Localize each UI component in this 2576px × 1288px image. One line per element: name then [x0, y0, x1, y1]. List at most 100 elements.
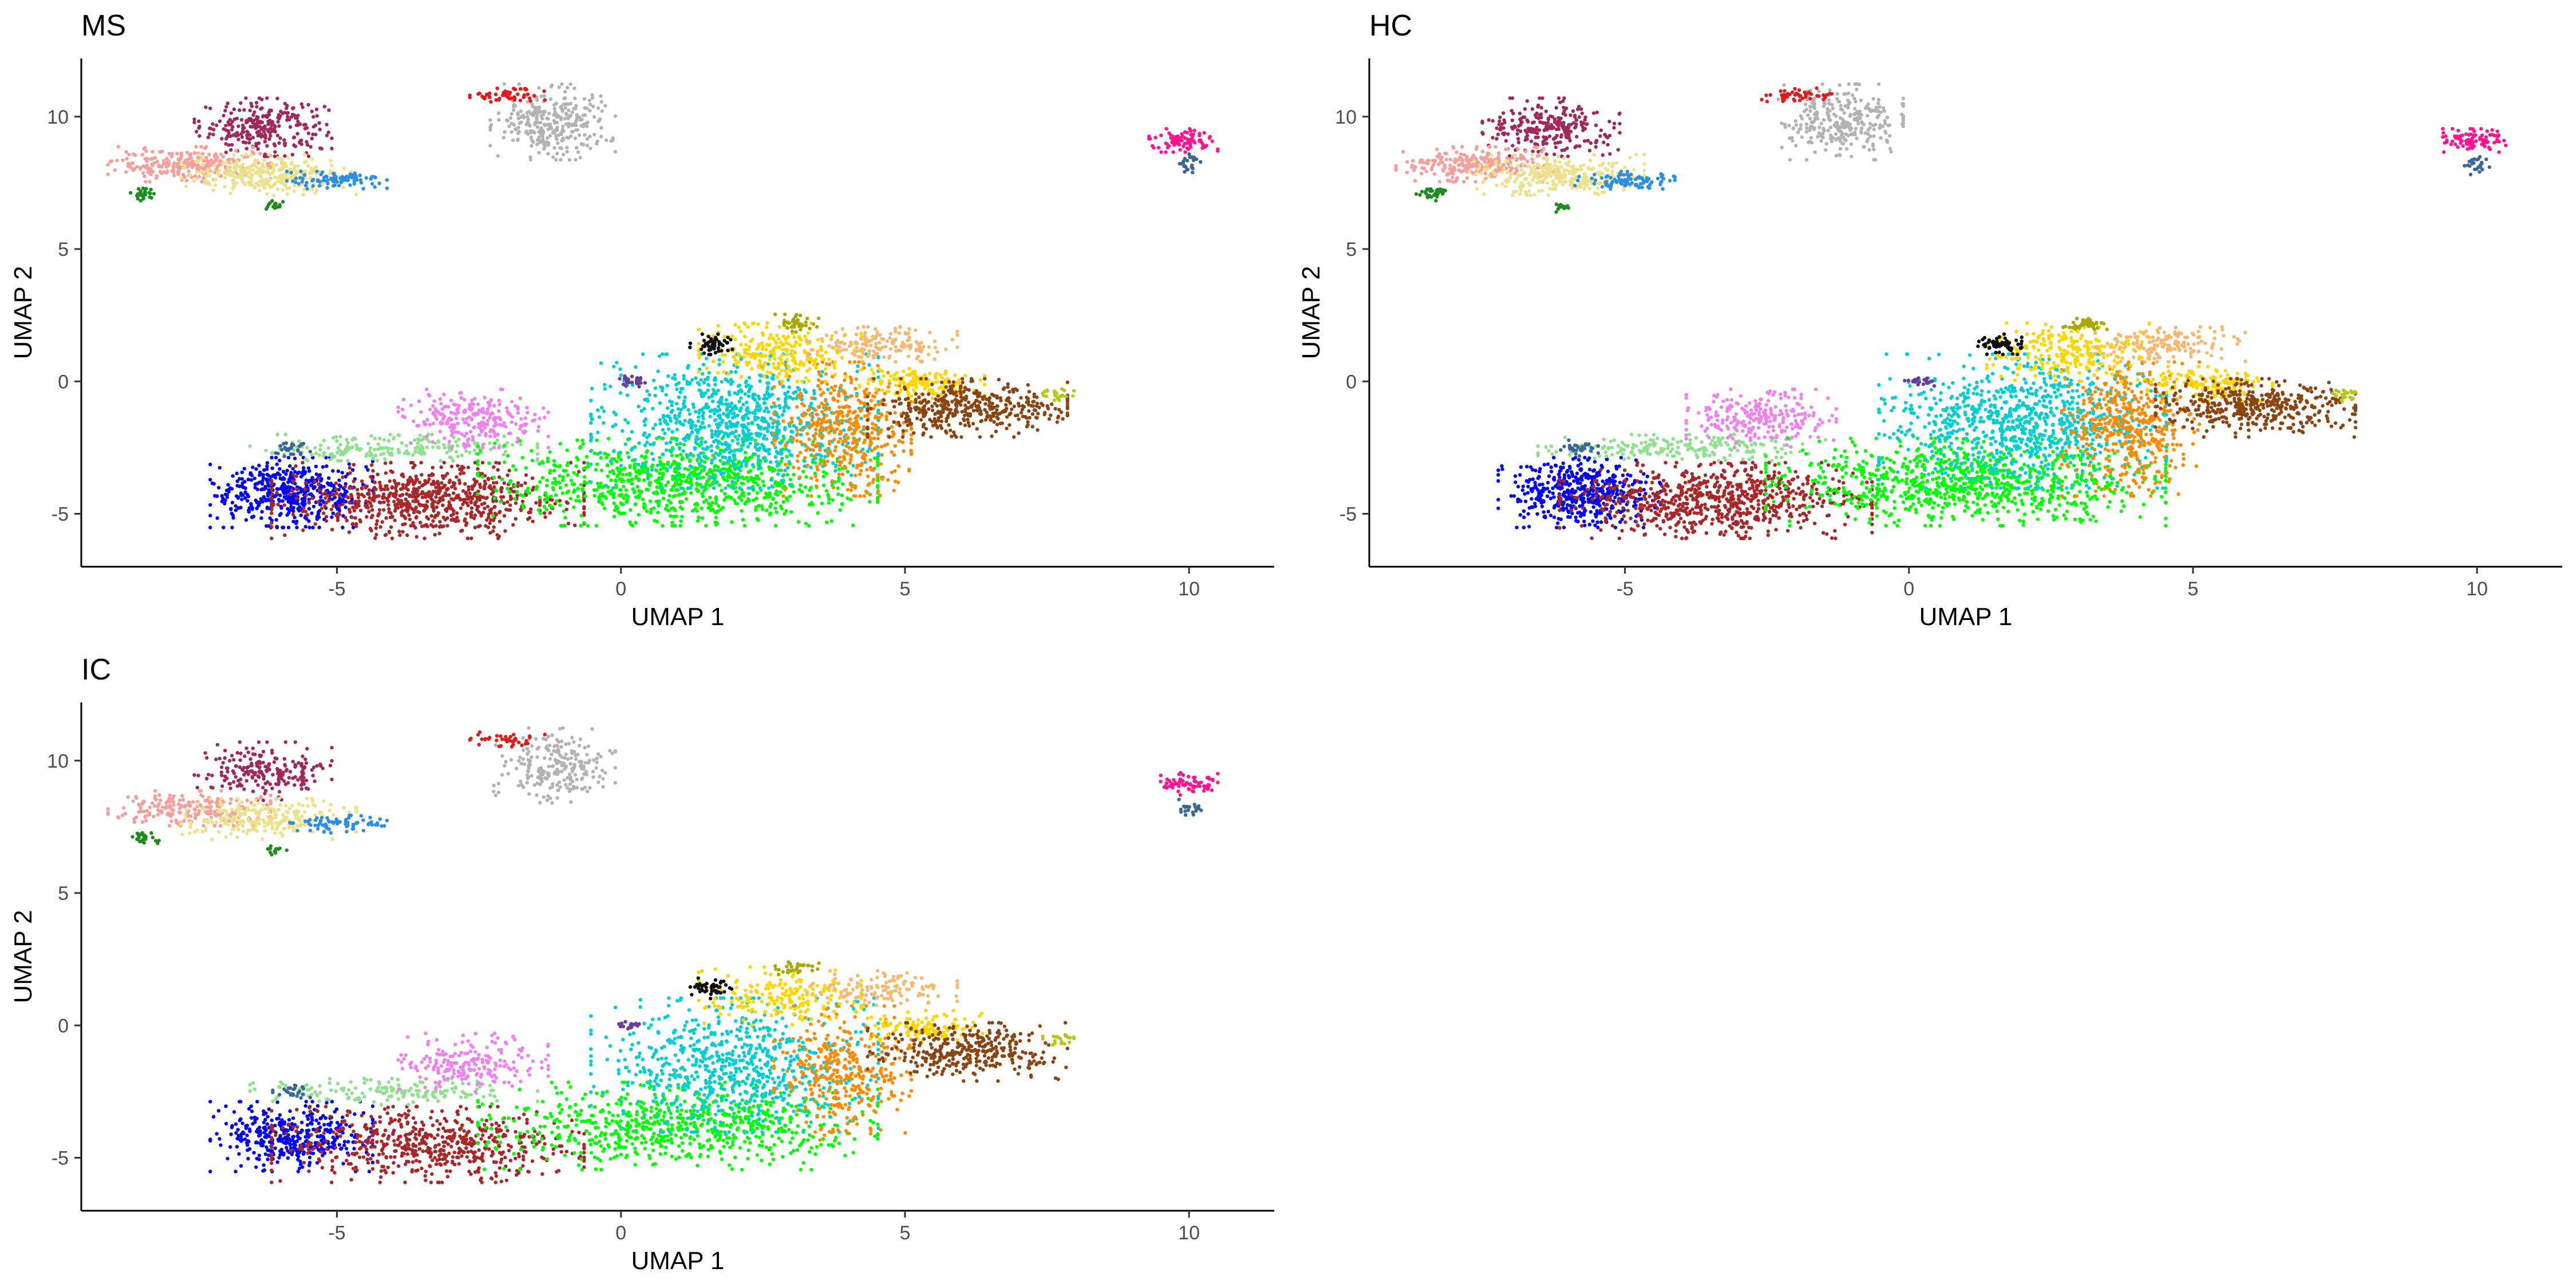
cell-point [331, 176, 335, 180]
cell-point [543, 144, 547, 148]
cell-point [665, 384, 669, 388]
cell-point [674, 488, 678, 492]
cell-point [743, 501, 747, 506]
cell-point [291, 168, 295, 172]
cell-point [372, 491, 376, 495]
cell-point [143, 174, 147, 179]
cell-point [701, 475, 705, 480]
cell-point [188, 173, 192, 177]
cell-point [575, 146, 579, 150]
cell-point [266, 167, 270, 171]
cell-point [523, 481, 527, 485]
cell-point [418, 448, 422, 452]
cell-point [824, 520, 829, 524]
cell-point [354, 522, 358, 526]
cell-point [1153, 136, 1157, 140]
cell-point [538, 511, 542, 515]
cell-point [401, 503, 405, 507]
cell-point [152, 192, 156, 196]
cell-point [408, 517, 412, 521]
cell-point [240, 118, 244, 122]
cell-point [677, 414, 681, 418]
cell-point [554, 128, 558, 132]
cell-point [492, 465, 496, 469]
cell-point [454, 412, 458, 416]
cell-point [224, 128, 228, 132]
cell-point [645, 450, 649, 455]
cell-point [253, 123, 257, 127]
cell-point [255, 506, 259, 511]
cell-point [184, 159, 188, 163]
cell-point [458, 391, 462, 395]
cell-point [631, 487, 635, 491]
cell-point [438, 412, 442, 416]
cell-point [592, 133, 596, 137]
cell-point [132, 167, 137, 171]
cell-point [809, 485, 813, 489]
cell-point [250, 506, 255, 510]
cell-point [289, 125, 293, 129]
cell-point [258, 173, 262, 177]
cell-point [694, 437, 698, 442]
cell-point [378, 500, 383, 505]
cell-point [293, 456, 297, 461]
cell-point [337, 184, 341, 188]
cell-point [150, 157, 155, 161]
cell-point [213, 183, 217, 187]
cell-point [281, 482, 286, 487]
cell-point [409, 461, 413, 465]
cell-point [1191, 171, 1195, 175]
cell-point [351, 500, 355, 505]
cell-point [301, 461, 305, 465]
cell-point [222, 113, 226, 118]
cell-point [476, 444, 480, 448]
cell-point [330, 515, 334, 519]
cell-point [340, 450, 344, 454]
cell-point [863, 460, 867, 464]
cell-point [724, 495, 728, 500]
cell-point [270, 525, 274, 529]
cell-point [223, 498, 227, 503]
cell-point [245, 136, 250, 140]
cell-point [799, 483, 803, 487]
cell-point [270, 479, 274, 483]
cell-point [713, 473, 717, 477]
cell-point [710, 500, 714, 505]
cell-point [695, 467, 700, 471]
cell-point [310, 157, 314, 161]
cell-point [496, 432, 500, 437]
cell-point [445, 524, 449, 528]
cell-point [226, 483, 230, 487]
cell-point [521, 113, 526, 117]
cell-point [872, 436, 876, 440]
cell-point [732, 498, 737, 503]
cell-point [204, 105, 208, 109]
cell-point [578, 499, 582, 503]
cell-point [599, 456, 603, 460]
cell-point [734, 422, 738, 426]
cell-point [787, 460, 791, 464]
cell-point [657, 354, 662, 358]
cell-point [751, 498, 756, 502]
cell-point [227, 489, 231, 494]
cell-point [470, 497, 474, 501]
cell-point [230, 128, 234, 132]
cell-point [689, 483, 694, 487]
cell-point [441, 476, 445, 480]
cell-point [476, 471, 480, 476]
cell-point [605, 456, 609, 460]
cell-point [710, 394, 714, 398]
cell-point [116, 145, 120, 149]
cell-point [297, 181, 301, 186]
cell-point [413, 463, 417, 467]
cell-point [330, 164, 334, 168]
cell-point [345, 437, 349, 442]
cell-point [677, 492, 682, 497]
cell-point [520, 499, 525, 504]
cell-point [788, 424, 792, 428]
cell-point [251, 136, 255, 140]
cell-point [508, 431, 512, 435]
cell-point [297, 439, 301, 443]
panel-title: MS [81, 9, 126, 42]
cell-point [562, 509, 566, 513]
